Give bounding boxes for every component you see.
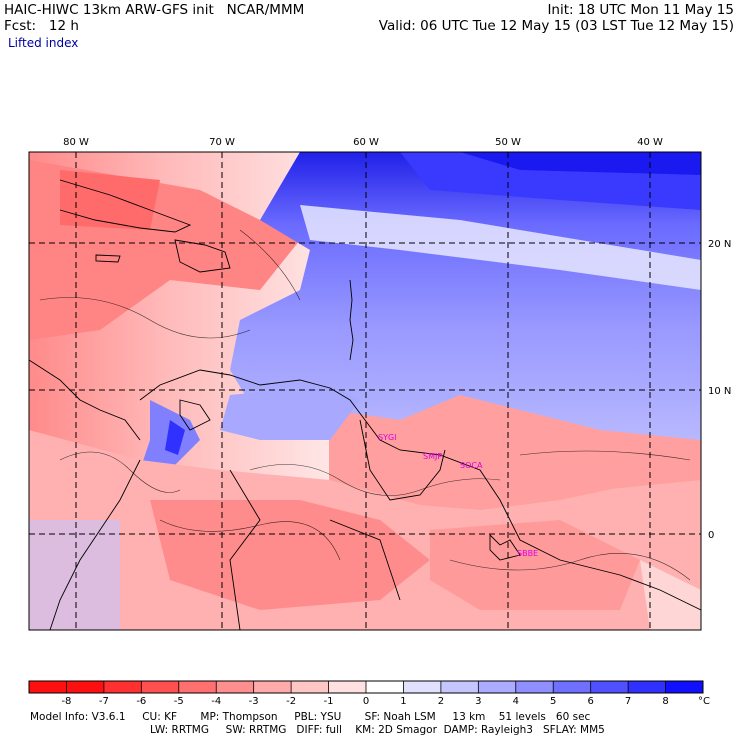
- lon-label-80w: 80 W: [63, 137, 89, 148]
- colorbar-tick-label: -7: [99, 696, 109, 707]
- model-info-line2: LW: RRTMG SW: RRTMG DIFF: full KM: 2D Sm…: [150, 724, 605, 736]
- field-name: Lifted index: [8, 36, 79, 50]
- colorbar-swatch: [553, 681, 592, 693]
- colorbar-tick-label: -1: [324, 696, 334, 707]
- map-frame: [28, 151, 702, 631]
- colorbar-swatch: [440, 681, 479, 693]
- colorbar-tick-label: 0: [363, 696, 369, 707]
- colorbar: -8 -7 -6 -5 -4 -3 -2 -1 0 1 2 3 4 5 6 7 8: [28, 680, 704, 707]
- colorbar-swatch: [253, 681, 292, 693]
- valid-time: Valid: 06 UTC Tue 12 May 15 (03 LST Tue …: [378, 18, 734, 34]
- station-soca: SOCA: [460, 461, 483, 470]
- field-shading: [29, 152, 701, 630]
- colorbar-swatch: [328, 681, 367, 693]
- colorbar-tick-label: -6: [136, 696, 146, 707]
- colorbar-swatch: [103, 681, 142, 693]
- model-title: HAIC-HIWC 13km ARW-GFS init NCAR/MMM: [4, 2, 305, 18]
- lat-label-20n: 20 N: [708, 239, 731, 250]
- colorbar-tick-label: 4: [513, 696, 519, 707]
- lon-label-40w: 40 W: [637, 137, 663, 148]
- colorbar-swatch: [66, 681, 105, 693]
- colorbar-tick-label: 8: [662, 696, 668, 707]
- colorbar-swatch: [665, 681, 704, 693]
- colorbar-swatch: [141, 681, 180, 693]
- coastlines: [29, 179, 701, 630]
- model-info-line1: Model Info: V3.6.1 CU: KF MP: Thompson P…: [30, 711, 591, 723]
- station-sbbe: SBBE: [517, 549, 538, 558]
- colorbar-swatch: [515, 681, 554, 693]
- colorbar-swatch: [366, 681, 404, 693]
- colorbar-tick-label: -5: [174, 696, 184, 707]
- forecast-hour: Fcst: 12 h: [4, 18, 79, 34]
- colorbar-swatch: [29, 681, 67, 693]
- lon-label-60w: 60 W: [353, 137, 379, 148]
- colorbar-unit: °C: [698, 696, 710, 707]
- colorbar-swatch: [291, 681, 329, 693]
- colorbar-swatch: [628, 681, 666, 693]
- init-time: Init: 18 UTC Mon 11 May 15: [547, 2, 734, 18]
- colorbar-tick-label: -2: [286, 696, 296, 707]
- colorbar-tick-label: 1: [400, 696, 406, 707]
- colorbar-swatch: [403, 681, 442, 693]
- graticule: [29, 152, 701, 630]
- colorbar-tick-label: -4: [211, 696, 221, 707]
- lon-label-70w: 70 W: [209, 137, 235, 148]
- lon-label-50w: 50 W: [495, 137, 521, 148]
- colorbar-tick-label: -3: [249, 696, 259, 707]
- colorbar-swatch: [216, 681, 255, 693]
- colorbar-tick-label: 3: [475, 696, 481, 707]
- colorbar-swatch: [478, 681, 517, 693]
- colorbar-swatch: [178, 681, 217, 693]
- colorbar-tick-label: -8: [61, 696, 71, 707]
- station-sygi: SYGI: [378, 433, 397, 442]
- colorbar-tick-label: 7: [625, 696, 631, 707]
- station-smjp: SMJP: [423, 452, 442, 461]
- colorbar-tick-label: 6: [587, 696, 593, 707]
- lat-label-0: 0: [708, 530, 714, 541]
- colorbar-tick-label: 2: [438, 696, 444, 707]
- colorbar-swatch: [590, 681, 629, 693]
- lat-label-10n: 10 N: [708, 386, 731, 397]
- contours: [39, 229, 691, 581]
- colorbar-tick-label: 5: [550, 696, 556, 707]
